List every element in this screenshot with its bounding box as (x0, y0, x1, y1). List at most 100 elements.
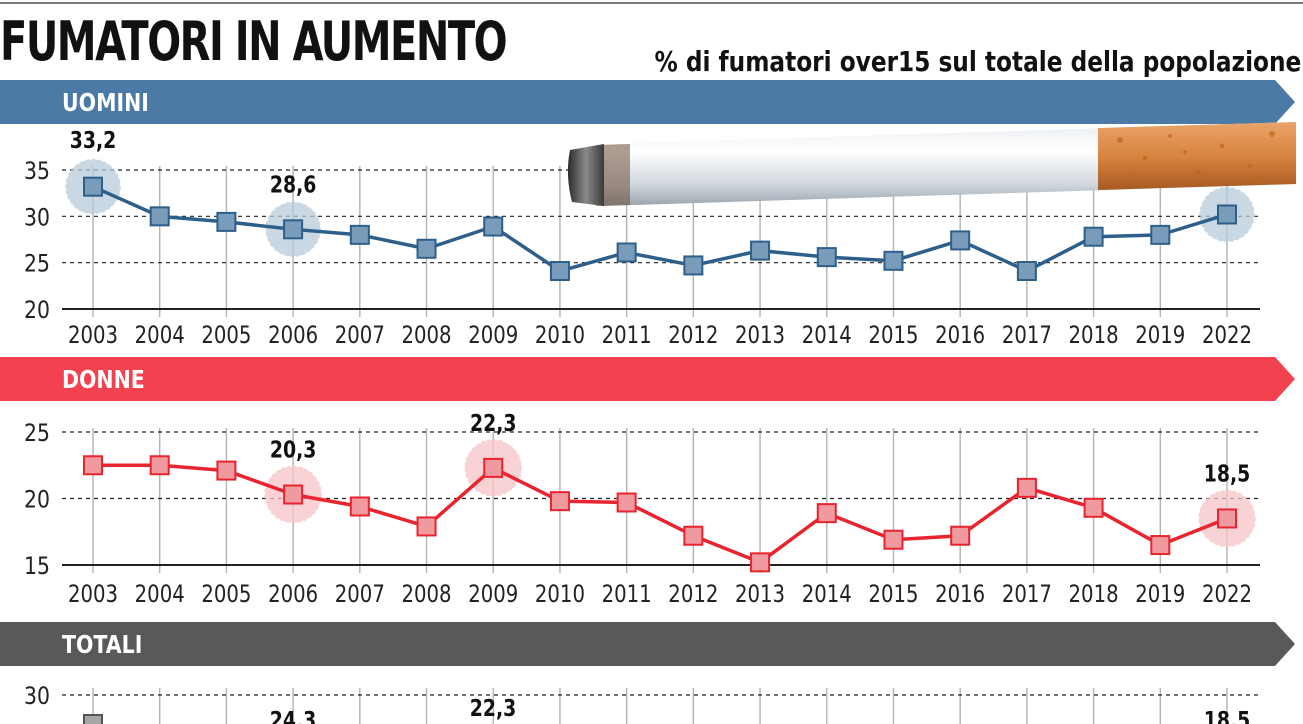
data-point-marker (683, 525, 704, 546)
y-tick-label: 25 (24, 250, 50, 278)
y-tick-label: 25 (24, 419, 50, 447)
data-label: 22,3 (470, 694, 517, 721)
series-line (92, 185, 1228, 273)
x-tick-label: 2013 (735, 581, 785, 608)
x-tick-label: 2006 (268, 581, 318, 608)
x-tick-label: 2004 (135, 581, 185, 608)
data-point-marker (950, 230, 971, 251)
x-tick-label: 2016 (935, 581, 985, 608)
data-label: 20,3 (270, 436, 317, 463)
data-point-marker (1217, 508, 1237, 529)
section-band-bg (0, 357, 1295, 401)
x-tick-label: 2019 (1135, 581, 1185, 608)
data-point-marker (616, 492, 637, 513)
x-tick-label: 2011 (602, 322, 652, 349)
data-point-marker (750, 240, 771, 261)
data-point-marker (83, 176, 103, 197)
section-band-donne: DONNE (0, 357, 1295, 401)
x-tick-label: 2008 (401, 322, 451, 349)
x-tick-label: 2015 (868, 581, 918, 608)
section-band-uomini: UOMINI (0, 80, 1295, 124)
data-point-marker (149, 455, 170, 476)
cigarette-filter (1098, 122, 1296, 190)
section-band-bg (0, 80, 1295, 124)
section-band-label: UOMINI (62, 89, 149, 117)
x-tick-label: 2019 (1135, 322, 1185, 349)
data-point-marker (416, 238, 437, 259)
data-point-marker (483, 216, 504, 237)
data-point-marker (1016, 261, 1037, 282)
page-title: FUMATORI IN AUMENTO (0, 10, 508, 73)
page-subtitle: % di fumatori over15 sul totale della po… (654, 45, 1301, 78)
section-band-label: DONNE (62, 366, 145, 394)
line-chart-totali: 30 24,3 22,3 18,5 (24, 682, 1260, 724)
data-label: 18,5 (1204, 460, 1251, 487)
section-band-totali: TOTALI (0, 622, 1295, 666)
x-tick-label: 2004 (135, 322, 185, 349)
y-tick-label: 35 (24, 157, 50, 185)
x-tick-label: 2005 (201, 322, 251, 349)
data-point-marker (616, 242, 637, 263)
x-tick-label: 2010 (535, 322, 585, 349)
x-tick-label: 2015 (868, 322, 918, 349)
x-tick-label: 2009 (468, 581, 518, 608)
data-point-marker (283, 484, 304, 505)
series-line (93, 463, 1228, 565)
y-tick-label: 15 (24, 552, 50, 580)
data-point-marker (816, 503, 837, 524)
data-point-marker (549, 261, 570, 282)
x-tick-label: 2003 (68, 581, 118, 608)
cigarette-glow (596, 144, 630, 206)
data-point-marker (1217, 204, 1237, 225)
data-label: 28,6 (270, 170, 317, 197)
data-point-marker (216, 460, 237, 481)
x-tick-label: 2006 (268, 322, 318, 349)
data-point-marker (149, 206, 170, 227)
data-point-marker (349, 224, 370, 245)
x-tick-label: 2013 (735, 322, 785, 349)
x-tick-label: 2016 (935, 322, 985, 349)
y-tick-label: 20 (24, 486, 50, 514)
data-label: 18,5 (1204, 706, 1251, 724)
data-point-marker (750, 552, 771, 573)
x-tick-label: 2012 (668, 322, 718, 349)
x-tick-label: 2011 (602, 581, 652, 608)
x-tick-label: 2014 (802, 581, 852, 608)
x-tick-label: 2018 (1069, 322, 1119, 349)
x-tick-label: 2018 (1069, 581, 1119, 608)
x-tick-label: 2014 (802, 322, 852, 349)
data-point-marker (283, 219, 304, 240)
x-tick-label: 2007 (335, 322, 385, 349)
x-tick-label: 2017 (1002, 581, 1052, 608)
data-point-marker (349, 496, 370, 517)
data-label: 33,2 (70, 126, 117, 153)
line-chart-donne: 15 20 25 2003 2004 2005 2006 2007 2008 2009 2010 20… (24, 409, 1260, 609)
x-tick-label: 2012 (668, 581, 718, 608)
data-point-marker (683, 255, 704, 276)
data-point-marker (549, 491, 570, 512)
x-tick-label: 2009 (468, 322, 518, 349)
x-tick-label: 2007 (335, 581, 385, 608)
data-point-marker (1016, 477, 1037, 498)
data-label: 22,3 (470, 409, 517, 436)
data-point-marker (816, 247, 837, 268)
data-point-marker (83, 714, 103, 724)
data-point-marker (1083, 497, 1104, 518)
x-tick-label: 2010 (535, 581, 585, 608)
cigarette-ash (567, 144, 604, 206)
top-rule (0, 2, 1303, 4)
data-point-marker (416, 516, 437, 537)
x-tick-label: 2003 (68, 322, 118, 349)
y-tick-label: 20 (24, 296, 50, 324)
section-band-bg (0, 622, 1295, 666)
data-label: 24,3 (270, 706, 317, 724)
data-point-marker (1150, 535, 1171, 556)
data-point-marker (83, 455, 103, 476)
section-band-label: TOTALI (62, 631, 142, 659)
cigarette-illustration (567, 122, 1296, 206)
x-tick-label: 2005 (201, 581, 251, 608)
data-point-marker (883, 529, 904, 550)
data-point-marker (1150, 224, 1171, 245)
data-point-marker (950, 525, 971, 546)
data-point-marker (483, 457, 504, 478)
